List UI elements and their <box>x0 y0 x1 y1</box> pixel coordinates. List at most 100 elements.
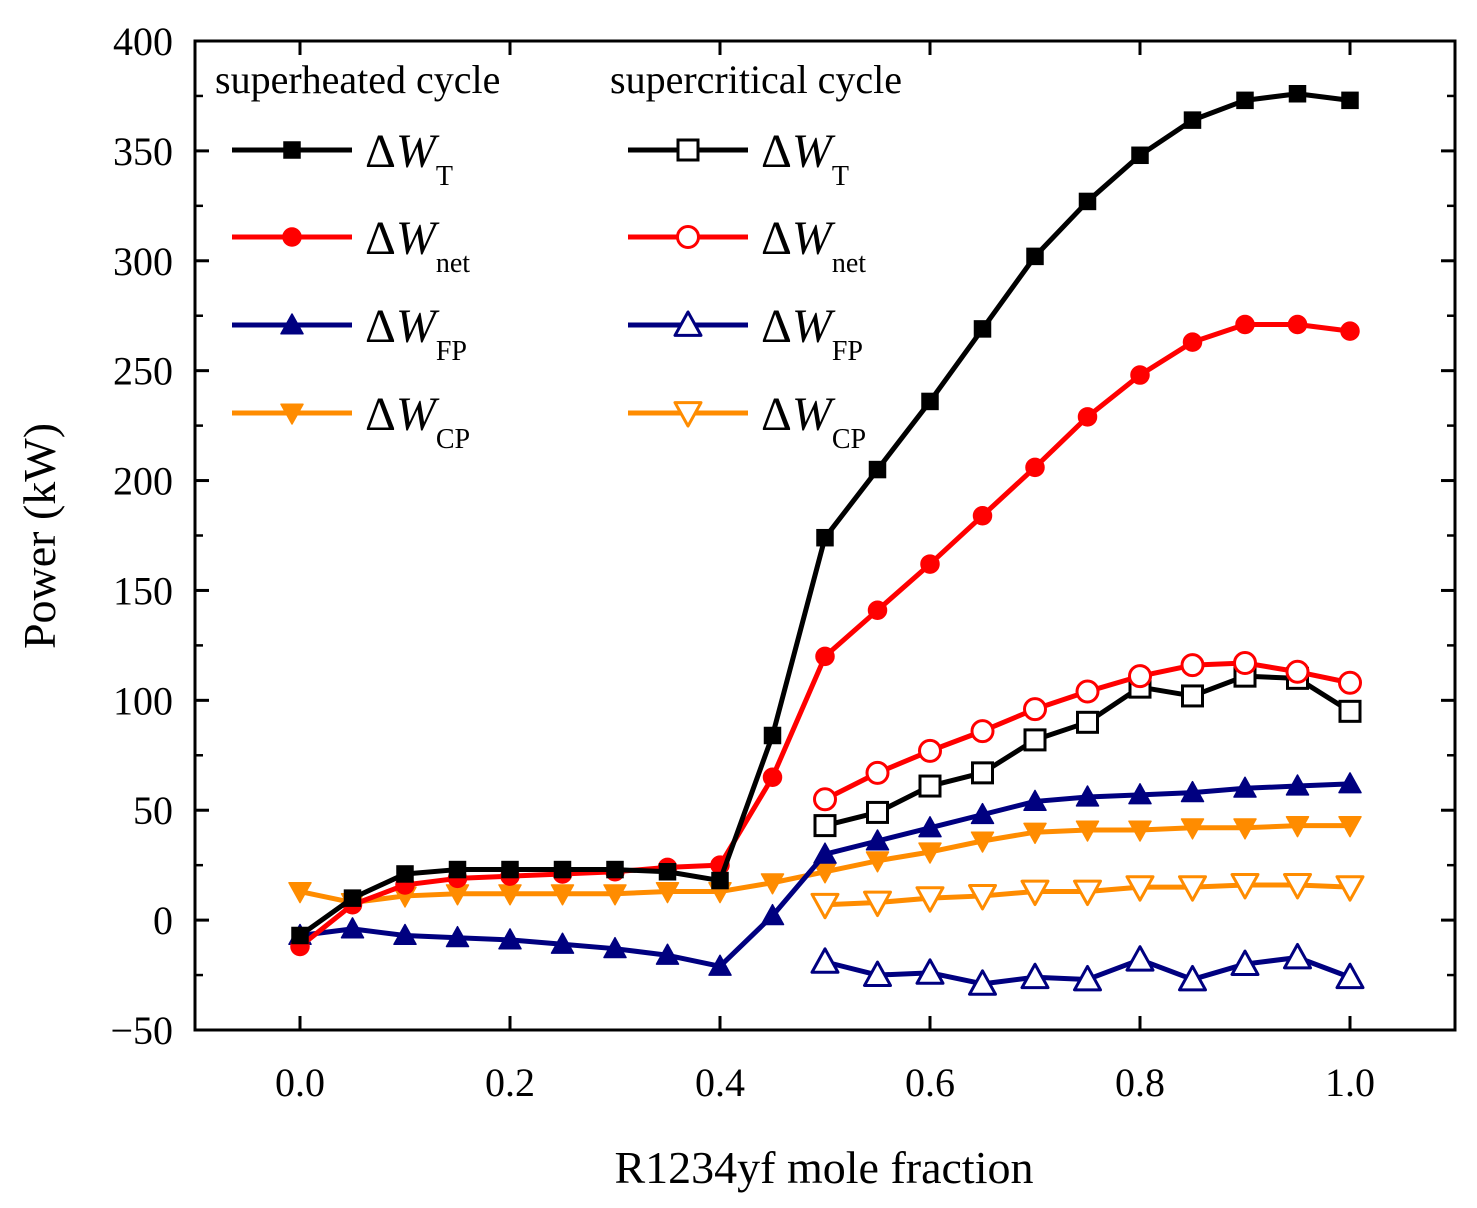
series-t-superheated <box>291 84 1359 945</box>
data-point <box>760 873 785 895</box>
legend-entry: ΔWCP <box>628 388 866 455</box>
data-point <box>970 802 995 825</box>
legend-label: ΔWFP <box>761 300 863 367</box>
data-point <box>396 865 414 883</box>
data-point <box>550 932 575 954</box>
data-point <box>813 814 837 838</box>
y-tick-label: 100 <box>113 678 173 723</box>
data-point <box>1233 818 1257 840</box>
data-point <box>445 925 470 948</box>
data-point <box>810 947 840 974</box>
y-tick-label: 50 <box>133 788 173 833</box>
data-point <box>918 816 942 838</box>
data-point <box>762 767 783 788</box>
data-point <box>863 890 892 918</box>
legend-marker <box>283 141 301 159</box>
data-point <box>1077 407 1098 427</box>
data-point <box>1285 659 1310 684</box>
x-tick-label: 0.2 <box>485 1060 535 1105</box>
data-point <box>1285 816 1310 838</box>
data-point <box>291 926 309 945</box>
data-point <box>1180 818 1205 840</box>
data-point <box>498 928 522 950</box>
data-point <box>1288 84 1307 103</box>
legend-marker <box>280 313 304 335</box>
data-point <box>606 860 624 879</box>
data-point <box>1180 653 1205 678</box>
data-point <box>340 917 365 939</box>
data-point <box>1075 785 1100 807</box>
data-point <box>865 829 890 851</box>
data-point <box>1285 774 1310 796</box>
data-point <box>1178 964 1207 992</box>
data-point <box>1025 457 1045 478</box>
data-point <box>968 969 997 996</box>
legend-marker <box>282 227 302 247</box>
data-point <box>970 831 995 853</box>
data-point <box>1283 873 1312 900</box>
data-point <box>1078 192 1097 211</box>
data-point <box>1230 949 1260 976</box>
data-point <box>1182 332 1203 352</box>
legend-entry: ΔWnet <box>628 212 866 279</box>
data-point <box>918 842 942 864</box>
data-point <box>973 320 992 338</box>
data-point <box>921 392 939 411</box>
data-point <box>863 960 892 987</box>
series-fp-supercritical <box>810 942 1365 996</box>
y-tick-label: 400 <box>113 19 173 64</box>
data-point <box>1026 247 1044 266</box>
data-point <box>865 851 890 873</box>
data-point <box>1128 820 1152 842</box>
series-net-supercritical <box>813 650 1362 812</box>
data-point <box>1180 780 1205 803</box>
data-point <box>971 761 994 785</box>
data-point <box>1338 772 1362 794</box>
data-point <box>501 860 519 879</box>
data-point <box>1338 816 1362 838</box>
data-point <box>1073 964 1102 992</box>
y-tick-label: −50 <box>110 1008 173 1053</box>
legend-marker <box>673 310 703 337</box>
data-point <box>1076 710 1099 734</box>
legend-entry: ΔWnet <box>232 212 470 279</box>
data-point <box>763 726 782 745</box>
data-point <box>1338 670 1362 695</box>
data-point <box>603 884 627 906</box>
series-fp-superheated <box>288 772 1362 976</box>
legend-entry: ΔWCP <box>232 388 470 455</box>
data-point <box>1287 314 1308 335</box>
legend-label: ΔWCP <box>365 388 470 455</box>
legend-entry: ΔWT <box>628 125 849 192</box>
y-tick-label: 350 <box>113 129 173 174</box>
axes: 0.0 0.2 0.4 0.6 0.8 1.0 −50 0 50 100 150 200 250 300 3… <box>110 19 1457 1105</box>
y-tick-label: 250 <box>113 349 173 394</box>
data-point <box>448 860 467 879</box>
legend-label: ΔWnet <box>365 212 470 279</box>
x-tick-label: 0.0 <box>275 1060 325 1105</box>
data-point <box>711 871 729 890</box>
data-point <box>970 719 995 744</box>
data-point <box>1125 875 1155 902</box>
data-point <box>918 774 942 798</box>
data-point <box>1075 679 1100 704</box>
data-point <box>1340 321 1360 341</box>
data-point <box>815 646 835 667</box>
data-point <box>1233 650 1257 675</box>
data-point <box>658 863 677 881</box>
data-point <box>393 923 417 946</box>
x-tick-label: 0.6 <box>905 1060 955 1105</box>
data-point <box>1235 314 1255 335</box>
legend-marker <box>676 225 700 249</box>
legend-marker <box>676 138 700 162</box>
data-point <box>918 738 942 763</box>
data-point <box>553 860 572 879</box>
data-point <box>1020 879 1050 907</box>
data-point <box>968 884 997 911</box>
data-point <box>603 936 627 959</box>
legend-header-superheated: superheated cycle <box>215 57 500 102</box>
data-point <box>1341 91 1359 110</box>
data-point <box>866 800 889 824</box>
